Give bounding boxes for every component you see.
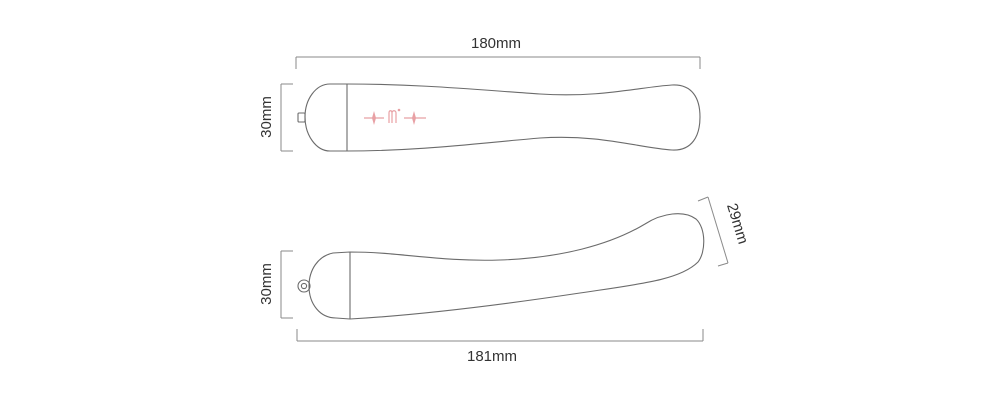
top-body-outline (304, 83, 701, 152)
side-height-label: 30mm (258, 263, 275, 305)
side-height-dimension: 30mm (258, 250, 293, 319)
side-length-label: 181mm (467, 348, 517, 365)
top-view: 180mm 30mm (258, 35, 701, 152)
side-view: 30mm 29mm 181mm (258, 196, 752, 365)
top-length-label: 180mm (471, 35, 521, 52)
side-lanyard-loop (297, 279, 311, 293)
side-length-dimension: 181mm (296, 329, 704, 365)
top-charging-pin (297, 112, 306, 123)
top-height-label: 30mm (258, 96, 275, 138)
side-body-outline (308, 213, 705, 320)
side-tip-dimension: 29mm (697, 196, 752, 267)
brand-logo (364, 108, 426, 125)
top-length-dimension: 180mm (295, 35, 701, 69)
top-height-dimension: 30mm (258, 83, 293, 152)
side-tip-label: 29mm (723, 201, 751, 246)
